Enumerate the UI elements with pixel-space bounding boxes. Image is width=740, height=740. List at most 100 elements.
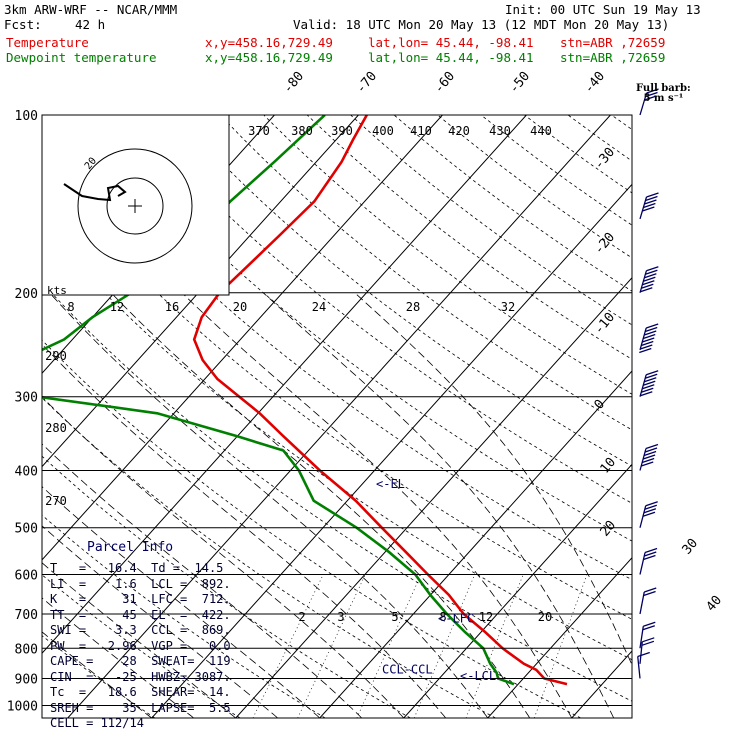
pressure-tick-label: 1000	[7, 699, 38, 714]
wind-barb	[639, 370, 659, 397]
moist-adiabat	[49, 292, 489, 718]
dry-adiabat	[42, 339, 581, 718]
wind-barb	[637, 651, 650, 679]
wind-barb	[639, 587, 657, 615]
theta-label: 390	[331, 124, 353, 138]
hodograph-trace	[63, 183, 127, 202]
wind-barb-flag	[643, 276, 656, 282]
wind-barb-flag	[641, 283, 654, 289]
mixing-ratio-label: 3	[337, 610, 344, 624]
theta-label: 430	[489, 124, 511, 138]
wind-barb-flag	[645, 323, 659, 329]
wind-barb-flag	[646, 192, 659, 198]
isotherm-label: -20	[592, 230, 619, 258]
level-label-el: <-EL	[376, 477, 405, 491]
isotherm-label: 10	[598, 455, 620, 477]
wind-barb-staff	[639, 92, 648, 116]
pressure-tick-label: 200	[15, 287, 38, 302]
mixing-ratio-label: 20	[233, 300, 247, 314]
wind-barb-flag	[641, 340, 654, 347]
isotherm-label: 30	[680, 536, 702, 558]
mixing-ratio-line	[465, 574, 524, 718]
moist-adiabat	[42, 597, 194, 718]
mixing-ratio-label: 2	[298, 610, 305, 624]
wind-barb-flag	[642, 625, 655, 631]
pressure-tick-label: 700	[15, 608, 38, 623]
level-label-lcl: <-LCL	[460, 669, 496, 683]
wind-barb-flag	[644, 551, 657, 557]
wind-barb-flag	[642, 280, 655, 286]
isotherm-line	[571, 650, 632, 718]
moist-adiabat	[42, 631, 152, 718]
parcel-info-row: K = 31 LFC = 712.	[50, 592, 231, 606]
theta-label: 270	[45, 494, 67, 508]
isotherm-line	[656, 115, 740, 718]
wind-barb-staff	[637, 656, 641, 679]
wind-barb-flag	[641, 457, 655, 464]
moist-adiabat	[110, 292, 531, 718]
wind-barb	[639, 88, 659, 116]
parcel-info-title: Parcel Info	[87, 540, 174, 555]
dry-adiabat	[219, 115, 632, 431]
parcel-info-row: LI = 1.6 LCL = 892.	[50, 576, 231, 591]
wind-barb-flag	[644, 547, 658, 554]
wind-barb-flag	[644, 377, 657, 383]
moist-adiabat	[42, 396, 405, 718]
wind-barb-flag	[643, 590, 656, 597]
isotherm-line	[235, 276, 632, 718]
dry-adiabat	[567, 115, 632, 162]
wind-barb-flag	[644, 95, 657, 101]
wind-barb-flag	[646, 266, 659, 272]
isotherm-label: -30	[592, 145, 619, 173]
theta-label: 290	[45, 349, 67, 363]
wind-barb	[639, 443, 659, 471]
wind-barb-staff	[639, 270, 647, 293]
wind-barb-flag	[643, 380, 656, 386]
isotherm-label: 0	[592, 397, 609, 413]
temp-stn: stn=ABR ,72659	[560, 35, 666, 50]
isotherm-label: -40	[582, 69, 609, 97]
isotherm-line	[0, 115, 22, 718]
moist-adiabat	[42, 343, 447, 718]
theta-label: 380	[291, 124, 313, 138]
wind-barb-flag	[640, 344, 653, 350]
wind-barb-flag	[645, 443, 659, 450]
dry-adiabat	[42, 281, 632, 702]
wind-barb-staff	[639, 626, 644, 649]
mixing-ratio-label: 28	[406, 300, 420, 314]
fcst-hours: 42 h	[75, 17, 106, 32]
wind-barb-flag	[642, 384, 655, 390]
dry-adiabat	[350, 115, 632, 326]
moist-adiabat	[42, 486, 320, 718]
theta-label: 410	[410, 124, 432, 138]
pressure-tick-label: 400	[15, 465, 38, 480]
dry-adiabat	[45, 115, 632, 581]
wind-barb-flag	[645, 195, 658, 202]
dry-adiabat	[393, 115, 632, 292]
dry-adiabat	[42, 166, 632, 620]
mixing-ratio-line	[252, 574, 324, 718]
wind-barb-staff	[639, 505, 647, 528]
dry-adiabat	[611, 115, 632, 130]
parcel-info-row: T = 16.4 Td = 14.5	[50, 561, 224, 575]
pressure-tick-label: 600	[15, 568, 38, 583]
dew-stn: stn=ABR ,72659	[560, 50, 666, 65]
isotherm-label: -50	[507, 69, 534, 97]
theta-label: 370	[248, 124, 270, 138]
dry-adiabat	[42, 635, 156, 718]
pressure-tick-label: 100	[15, 109, 38, 124]
wind-barb-staff	[639, 374, 647, 397]
mixing-ratio-label: 5	[391, 610, 398, 624]
barb-key-line1: Full barb:	[636, 83, 691, 94]
mixing-ratio-label: 12	[110, 300, 124, 314]
legend-temperature: Temperature	[6, 35, 89, 50]
wind-barb-flag	[644, 587, 657, 593]
wind-barb	[639, 547, 658, 575]
pressure-tick-label: 900	[15, 672, 38, 687]
wind-barb-flag	[646, 88, 659, 94]
dew-xy: x,y=458.16,729.49	[205, 50, 333, 65]
profile-temperature	[192, 115, 568, 686]
dry-adiabat	[437, 115, 632, 259]
